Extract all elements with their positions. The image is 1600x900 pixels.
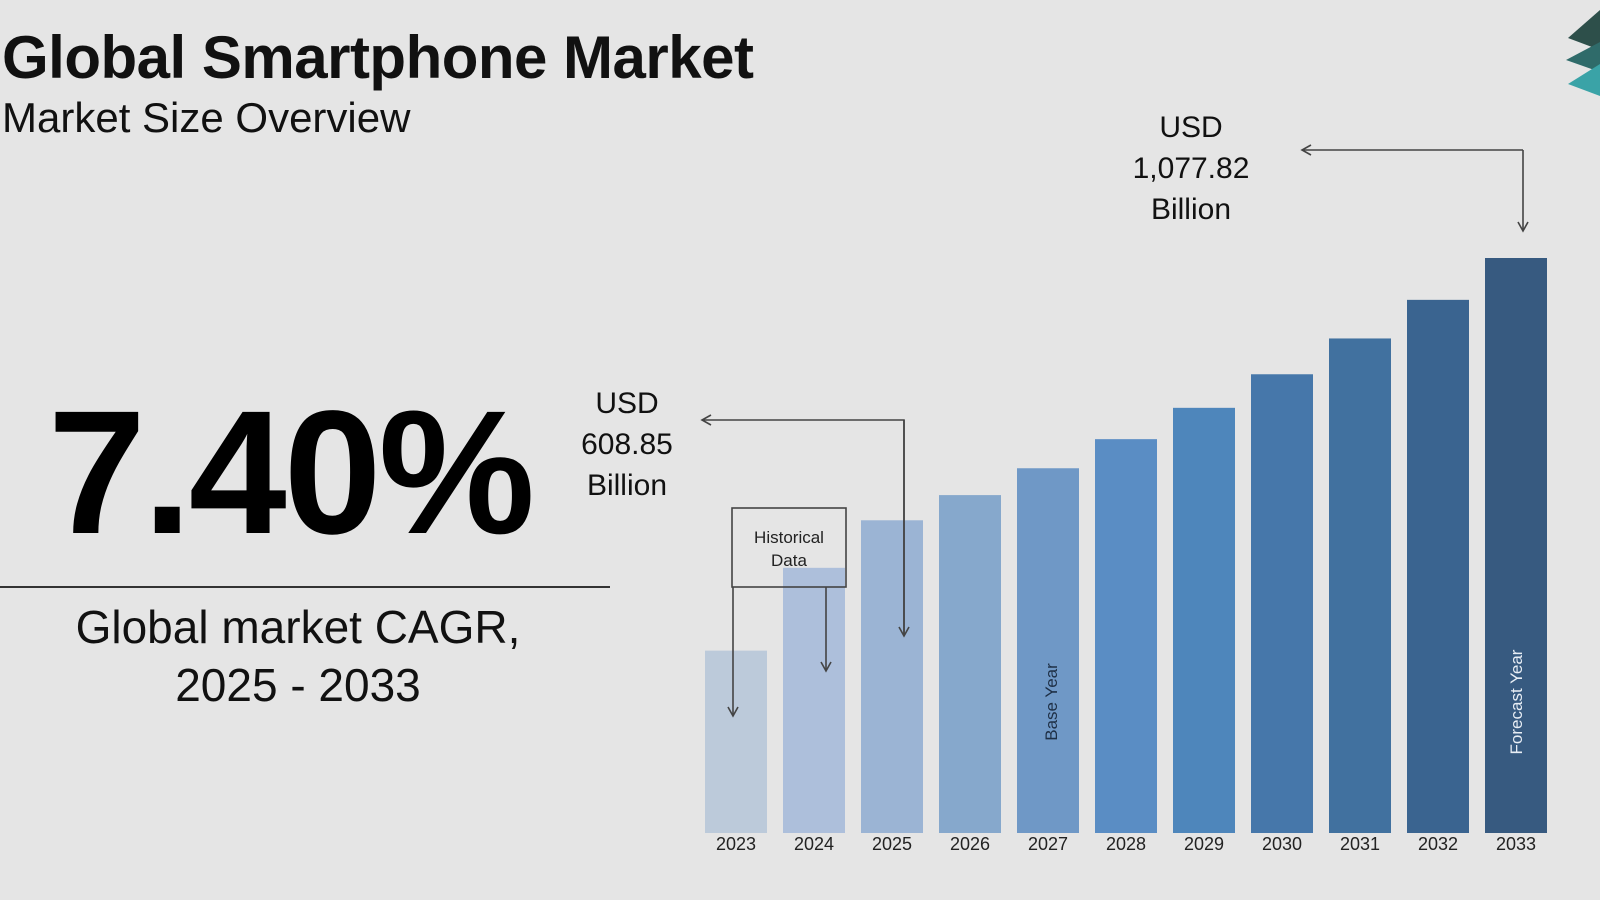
bar-2031	[1329, 338, 1391, 833]
x-tick-label-2032: 2032	[1418, 834, 1458, 854]
page-subtitle: Market Size Overview	[2, 94, 411, 141]
historical-data-line1: Historical	[754, 528, 824, 547]
start-value-unit: Billion	[587, 469, 667, 502]
start-value-currency: USD	[595, 387, 658, 420]
bar-2028	[1095, 439, 1157, 833]
bar-2029	[1173, 407, 1235, 833]
bar-2025	[861, 520, 923, 833]
bar-2024	[783, 567, 845, 833]
page-title: Global Smartphone Market	[2, 24, 754, 91]
historical-data-box	[731, 507, 847, 588]
end-value-currency: USD	[1159, 111, 1222, 144]
x-tick-label-2029: 2029	[1184, 834, 1224, 854]
bar-2030	[1251, 374, 1313, 833]
x-tick-label-2026: 2026	[950, 834, 990, 854]
end-value-number: 1,077.82	[1133, 152, 1250, 185]
cagr-caption-line1: Global market CAGR,	[75, 601, 521, 653]
x-tick-label-2025: 2025	[872, 834, 912, 854]
layered-diamonds-logo-icon	[1566, 10, 1600, 96]
x-tick-label-2031: 2031	[1340, 834, 1380, 854]
historical-data-line2: Data	[771, 551, 807, 570]
bar-2023	[705, 650, 767, 833]
bar-2027	[1017, 468, 1079, 833]
x-tick-label-2024: 2024	[794, 834, 834, 854]
cagr-divider	[0, 586, 610, 588]
bar-2032	[1407, 299, 1469, 833]
end-value-unit: Billion	[1151, 193, 1231, 226]
start-value-number: 608.85	[581, 428, 673, 461]
x-tick-label-2023: 2023	[716, 834, 756, 854]
x-tick-label-2028: 2028	[1106, 834, 1146, 854]
x-tick-label-2033: 2033	[1496, 834, 1536, 854]
bar-2026	[939, 495, 1001, 833]
x-tick-label-2027: 2027	[1028, 834, 1068, 854]
base-year-label: Base Year	[1042, 663, 1061, 741]
x-tick-label-2030: 2030	[1262, 834, 1302, 854]
cagr-caption: Global market CAGR, 2025 - 2033	[0, 598, 596, 715]
bar-2033	[1485, 258, 1547, 833]
cagr-caption-line2: 2025 - 2033	[175, 659, 421, 712]
cagr-value: 7.40%	[48, 375, 535, 571]
forecast-year-label: Forecast Year	[1507, 649, 1526, 754]
